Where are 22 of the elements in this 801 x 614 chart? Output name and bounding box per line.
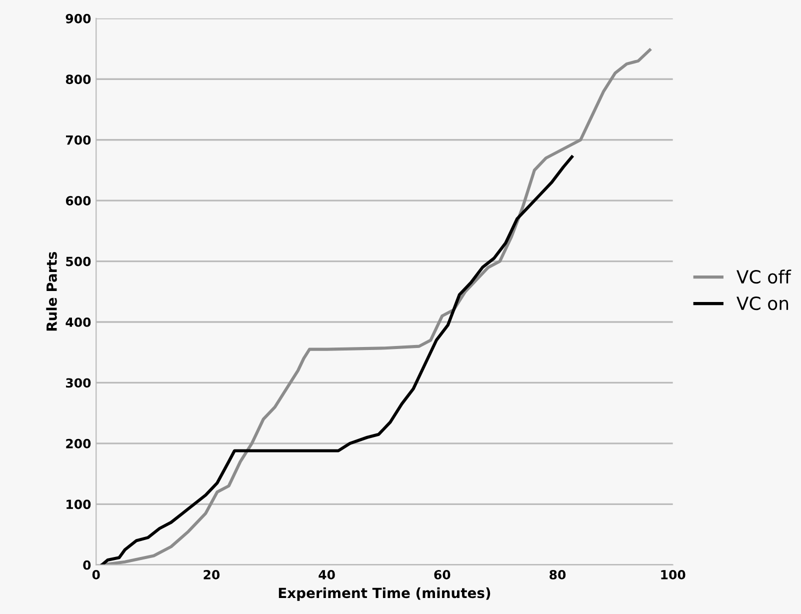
y-tick-label: 900	[66, 14, 91, 24]
line-series	[100, 48, 652, 565]
x-tick-label: 20	[204, 570, 220, 580]
x-tick-label: 40	[318, 570, 335, 580]
y-tick-label: 600	[66, 196, 91, 206]
legend-label: VC on	[736, 296, 788, 310]
line-series	[100, 155, 574, 565]
y-tick-label: 800	[66, 74, 91, 84]
x-tick-label: 0	[92, 570, 100, 580]
y-tick-label: 400	[66, 317, 91, 327]
y-tick-label: 700	[66, 135, 91, 145]
y-tick-label: 0	[83, 560, 91, 570]
y-tick-label: 300	[66, 378, 91, 388]
x-tick-label: 80	[550, 570, 566, 580]
legend-label: VC off	[736, 270, 792, 284]
y-tick-label: 100	[66, 500, 91, 510]
y-axis-title: Rule Parts	[46, 252, 57, 331]
x-tick-label: 100	[661, 570, 686, 580]
y-tick-label: 200	[66, 438, 91, 448]
x-tick-label: 60	[434, 570, 450, 580]
x-axis-title: Experiment Time (minutes)	[278, 587, 490, 601]
y-tick-label: 500	[66, 256, 91, 266]
